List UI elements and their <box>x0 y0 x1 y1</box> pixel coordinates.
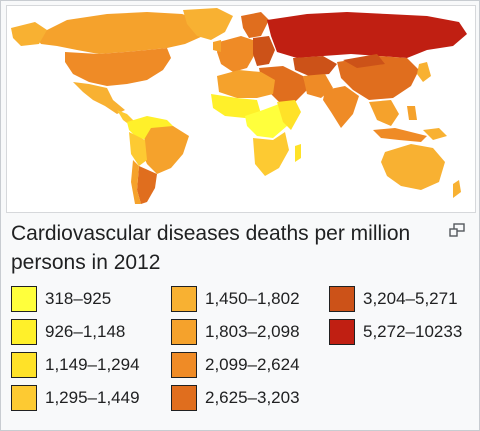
region-russia <box>267 12 467 58</box>
legend-column-1: 318–925 926–1,148 1,149–1,294 1,295–1,44… <box>11 283 140 415</box>
region-eastern-europe <box>253 36 275 66</box>
legend-swatch <box>171 384 197 411</box>
region-new-guinea <box>423 128 447 140</box>
legend-label: 2,099–2,624 <box>205 354 300 374</box>
region-east-africa <box>277 100 301 130</box>
region-central-africa <box>245 104 291 138</box>
legend-label: 318–925 <box>45 288 112 308</box>
region-southeast-asia <box>369 100 399 126</box>
legend-item: 2,099–2,624 <box>171 349 300 380</box>
legend-swatch <box>171 285 197 312</box>
legend-label: 1,295–1,449 <box>45 387 140 407</box>
legend-label: 1,803–2,098 <box>205 321 300 341</box>
legend-label: 3,204–5,271 <box>363 288 458 308</box>
legend-label: 1,450–1,802 <box>205 288 300 308</box>
region-scandinavia <box>241 12 269 38</box>
legend-swatch <box>329 318 355 345</box>
legend-item: 1,149–1,294 <box>11 349 140 380</box>
map-caption: Cardiovascular diseases deaths per milli… <box>11 222 411 274</box>
region-chile <box>131 160 141 204</box>
region-indonesia <box>373 128 427 142</box>
region-madagascar <box>295 144 301 162</box>
legend-swatch <box>171 351 197 378</box>
region-kazakhstan <box>293 56 337 76</box>
enlarge-icon[interactable] <box>449 223 465 237</box>
legend-item: 1,295–1,449 <box>11 382 140 413</box>
legend-column-2: 1,450–1,802 1,803–2,098 2,099–2,624 2,62… <box>171 283 300 415</box>
region-canada <box>35 12 207 54</box>
region-new-zealand <box>453 180 461 198</box>
legend-column-3: 3,204–5,271 5,272–10233 <box>329 283 462 349</box>
map-legend: 318–925 926–1,148 1,149–1,294 1,295–1,44… <box>11 283 471 423</box>
region-usa <box>65 48 171 86</box>
legend-item: 5,272–10233 <box>329 316 462 347</box>
legend-swatch <box>171 318 197 345</box>
region-north-africa <box>217 70 275 98</box>
region-west-africa <box>211 94 261 118</box>
region-southern-africa <box>253 132 289 176</box>
legend-item: 2,625–3,203 <box>171 382 300 413</box>
legend-label: 5,272–10233 <box>363 321 463 341</box>
legend-swatch <box>11 285 37 312</box>
legend-item: 1,803–2,098 <box>171 316 300 347</box>
region-mexico <box>73 82 125 114</box>
region-india <box>323 86 359 128</box>
legend-swatch <box>329 285 355 312</box>
region-uk <box>213 40 221 52</box>
legend-swatch <box>11 384 37 411</box>
legend-item: 318–925 <box>11 283 140 314</box>
region-australia <box>381 144 445 190</box>
legend-item: 926–1,148 <box>11 316 140 347</box>
legend-label: 2,625–3,203 <box>205 387 300 407</box>
legend-item: 3,204–5,271 <box>329 283 462 314</box>
region-argentina <box>137 166 157 204</box>
region-alaska <box>11 22 47 46</box>
region-korea-japan <box>417 62 431 82</box>
legend-label: 926–1,148 <box>45 321 126 341</box>
region-philippines <box>407 106 417 120</box>
region-brazil <box>141 126 189 174</box>
region-western-europe <box>217 36 255 72</box>
world-map-graphic <box>11 8 467 204</box>
legend-label: 1,149–1,294 <box>45 354 140 374</box>
world-map[interactable] <box>6 5 476 213</box>
region-greenland <box>183 8 233 40</box>
legend-swatch <box>11 351 37 378</box>
region-mongolia <box>343 54 385 68</box>
region-peru-bolivia <box>129 132 147 166</box>
legend-item: 1,450–1,802 <box>171 283 300 314</box>
legend-swatch <box>11 318 37 345</box>
